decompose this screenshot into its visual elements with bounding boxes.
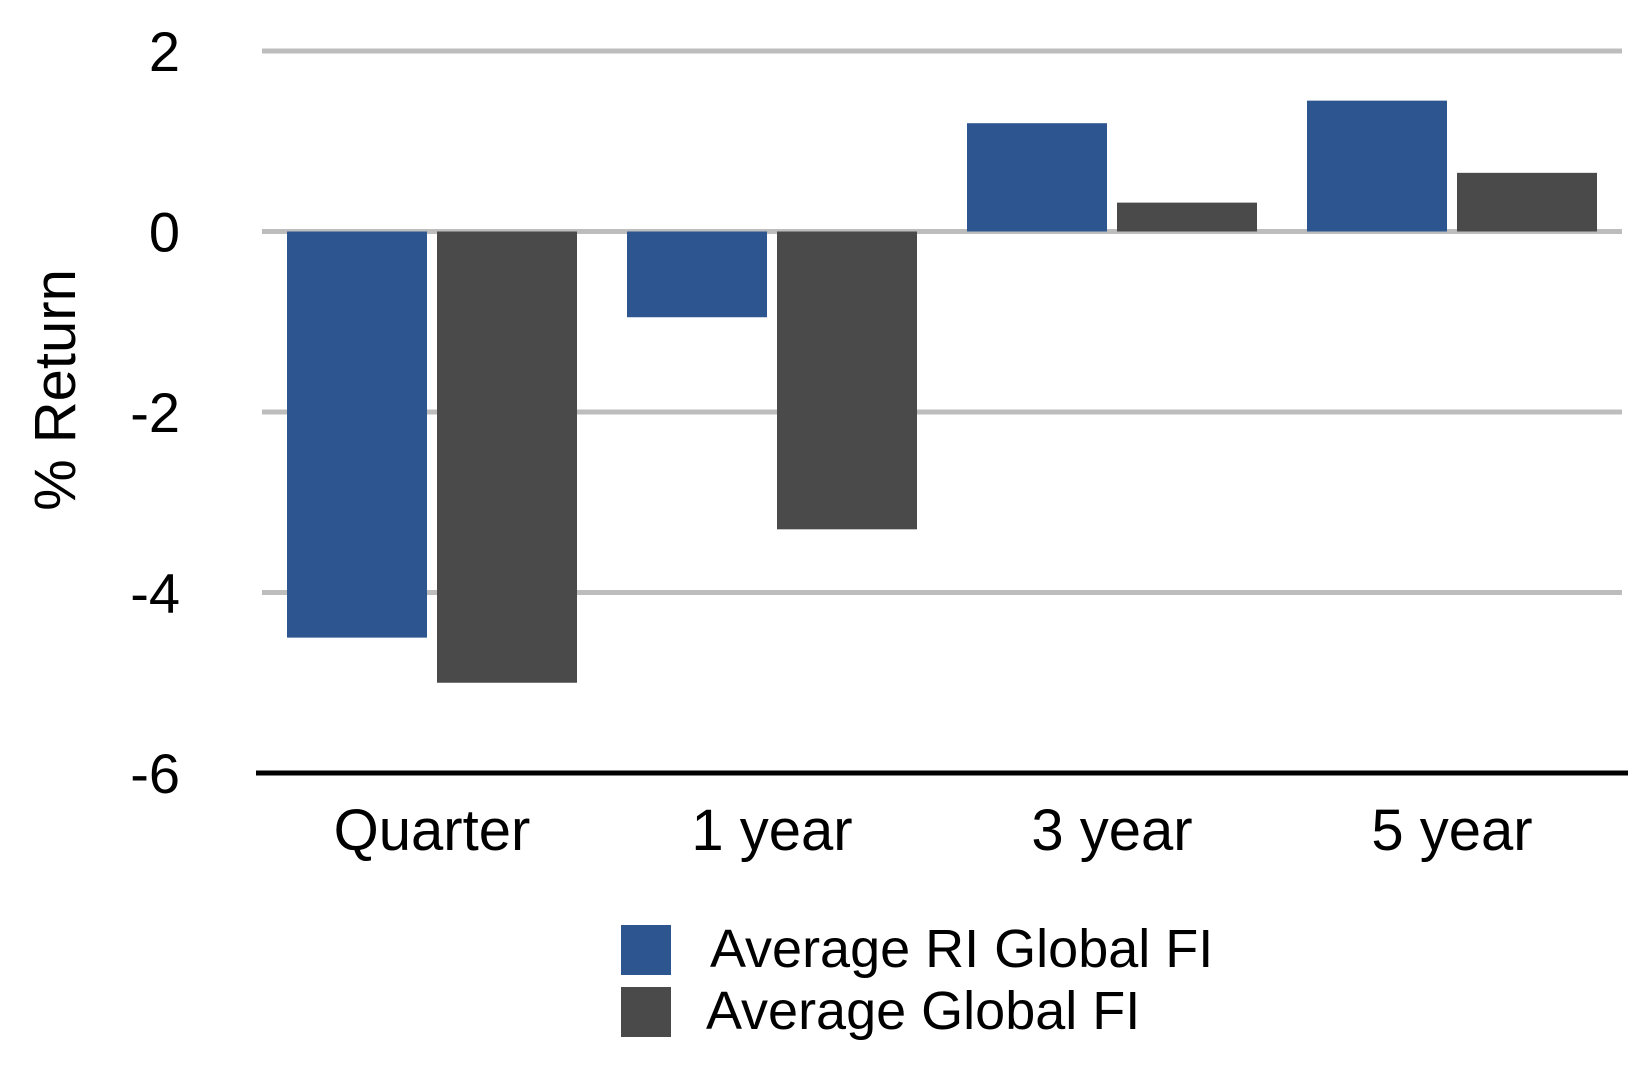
- y-axis-title: % Return: [23, 269, 88, 511]
- x-category-label: 3 year: [1031, 798, 1192, 863]
- bar-global-fi-0: [437, 231, 577, 683]
- bar-ri-global-fi-2: [967, 123, 1107, 232]
- bar-ri-global-fi-3: [1307, 100, 1447, 232]
- legend-label: Average Global FI: [706, 981, 1140, 1041]
- legend-swatch: [621, 925, 671, 975]
- bar-ri-global-fi-0: [287, 231, 427, 638]
- y-tick-label: -4: [130, 562, 180, 625]
- y-tick-label: -6: [130, 742, 180, 805]
- legend-swatch: [621, 987, 671, 1037]
- x-axis-categories: Quarter 1 year 3 year 5 year: [334, 798, 1533, 863]
- bar-ri-global-fi-1: [627, 231, 767, 318]
- legend-label: Average RI Global FI: [710, 919, 1213, 979]
- x-category-label: 1 year: [691, 798, 852, 863]
- y-axis-ticks: 2 0 -2 -4 -6: [130, 20, 180, 805]
- bars: [287, 100, 1597, 683]
- bar-global-fi-3: [1457, 172, 1597, 232]
- x-category-label: 5 year: [1371, 798, 1532, 863]
- y-tick-label: -2: [130, 381, 180, 444]
- x-category-label: Quarter: [334, 798, 531, 863]
- y-tick-label: 2: [149, 20, 180, 83]
- bar-global-fi-1: [777, 231, 917, 530]
- y-tick-label: 0: [149, 201, 180, 264]
- bar-global-fi-2: [1117, 202, 1257, 232]
